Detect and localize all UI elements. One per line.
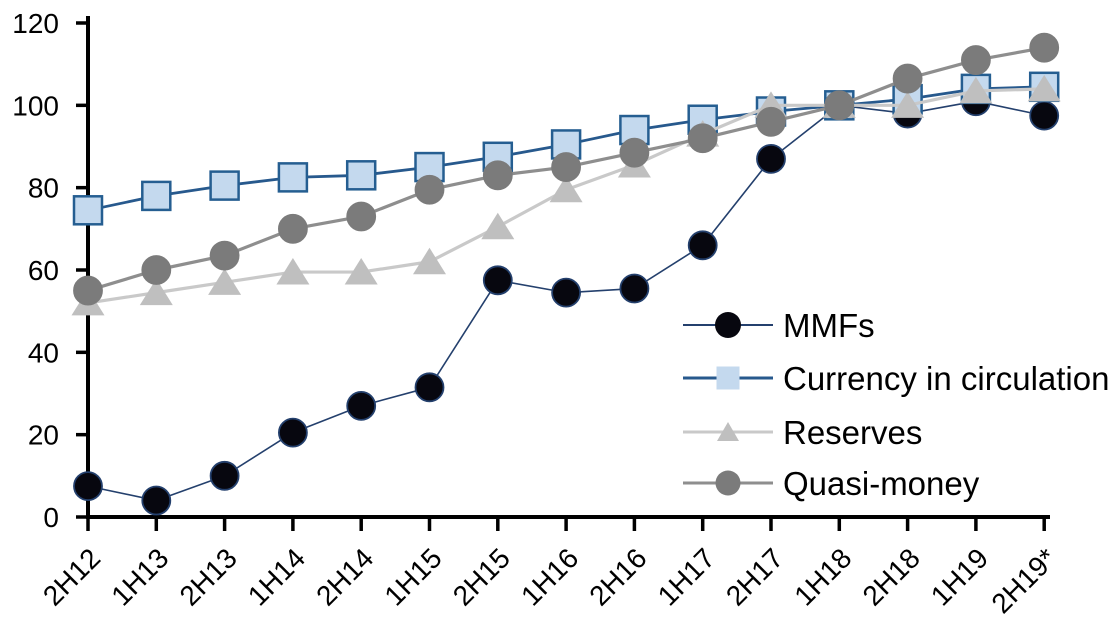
data-point-circle (1029, 32, 1060, 63)
x-tick-label: 1H16 (515, 542, 584, 611)
data-point-circle (756, 143, 786, 174)
data-point-circle (209, 240, 240, 271)
x-tick-label: 1H14 (242, 542, 311, 611)
data-point-triangle (208, 268, 242, 295)
data-point-circle (277, 213, 308, 244)
data-point-circle (141, 485, 172, 516)
data-point-circle (414, 372, 445, 403)
legend-label-quasi-money: Quasi-money (783, 465, 980, 502)
x-tick-label: 1H15 (378, 542, 447, 611)
legend-marker-mmfs-circle-icon (715, 312, 741, 338)
y-tick-label: 20 (28, 420, 59, 451)
x-tick-label: 1H13 (105, 542, 174, 611)
data-point-square (277, 162, 309, 193)
data-point-triangle (276, 258, 310, 285)
legend-item-quasi-money: Quasi-money (683, 465, 980, 502)
data-point-circle (346, 390, 377, 421)
data-point-triangle (891, 91, 925, 118)
series-layer (71, 32, 1061, 516)
data-point-circle (892, 63, 923, 94)
data-point-circle (961, 45, 991, 75)
data-point-triangle (413, 247, 446, 275)
data-point-triangle (481, 212, 515, 240)
data-point-circle (482, 265, 513, 296)
data-point-triangle (1027, 74, 1061, 102)
data-point-circle (551, 152, 581, 182)
data-point-square (141, 180, 172, 212)
x-tick-label: 2H18 (857, 542, 926, 611)
x-axis: 2H12 1H13 2H13 1H14 2H14 1H15 2H15 1H16 2H16 1H17… (37, 515, 1063, 619)
x-tick-label: 2H16 (583, 542, 652, 611)
legend-label-currency: Currency in circulation (783, 360, 1109, 397)
x-tick-label: 1H19 (925, 542, 994, 611)
y-tick-label: 0 (43, 502, 59, 533)
data-point-circle (209, 460, 240, 491)
y-tick-label: 120 (12, 8, 59, 39)
legend: MMFs Currency in circulation Reserves Qu… (683, 307, 1109, 502)
data-point-circle (687, 123, 718, 154)
data-point-circle (551, 277, 581, 308)
legend-item-reserves: Reserves (683, 414, 922, 451)
data-point-circle (756, 106, 786, 137)
data-point-square (345, 160, 377, 191)
data-point-circle (346, 201, 377, 232)
y-tick-label: 60 (28, 255, 59, 286)
x-tick-label: 2H19* (985, 542, 1062, 619)
data-point-circle (824, 90, 855, 121)
data-point-circle (414, 174, 445, 205)
data-point-circle (277, 417, 308, 448)
x-tick-label: 2H13 (174, 542, 243, 611)
legend-item-mmfs: MMFs (683, 307, 875, 344)
y-tick-label: 80 (28, 173, 59, 204)
legend-marker-quasi-money-circle-icon (715, 470, 741, 496)
y-axis: 0 20 40 60 80 100 120 (12, 8, 90, 533)
y-tick-label: 100 (12, 90, 59, 121)
legend-marker-currency-square-icon (716, 366, 740, 390)
series-quasi-money (73, 32, 1060, 306)
data-point-circle (1029, 100, 1060, 131)
x-tick-label: 1H17 (652, 542, 721, 611)
data-point-circle (73, 471, 103, 502)
series-mmfs (73, 86, 1060, 516)
legend-marker-reserves-triangle-icon (717, 422, 739, 441)
data-point-triangle (959, 76, 993, 104)
y-tick-label: 40 (28, 337, 59, 368)
x-tick-label: 2H17 (720, 542, 789, 611)
data-point-circle (619, 137, 650, 168)
legend-label-reserves: Reserves (783, 414, 922, 451)
data-point-circle (619, 273, 650, 304)
data-point-circle (73, 275, 103, 306)
x-tick-label: 2H15 (447, 542, 516, 611)
data-point-circle (141, 255, 172, 285)
data-point-circle (482, 160, 513, 191)
x-tick-label: 1H18 (788, 542, 857, 611)
data-point-triangle (344, 258, 378, 285)
data-point-triangle (139, 278, 173, 306)
data-point-square (72, 195, 104, 226)
data-point-circle (687, 230, 718, 261)
legend-label-mmfs: MMFs (783, 307, 875, 344)
x-tick-label: 2H14 (310, 542, 379, 611)
data-point-triangle (549, 175, 583, 203)
legend-item-currency: Currency in circulation (683, 360, 1109, 397)
x-tick-label: 2H12 (37, 542, 106, 611)
data-point-square (209, 170, 240, 201)
